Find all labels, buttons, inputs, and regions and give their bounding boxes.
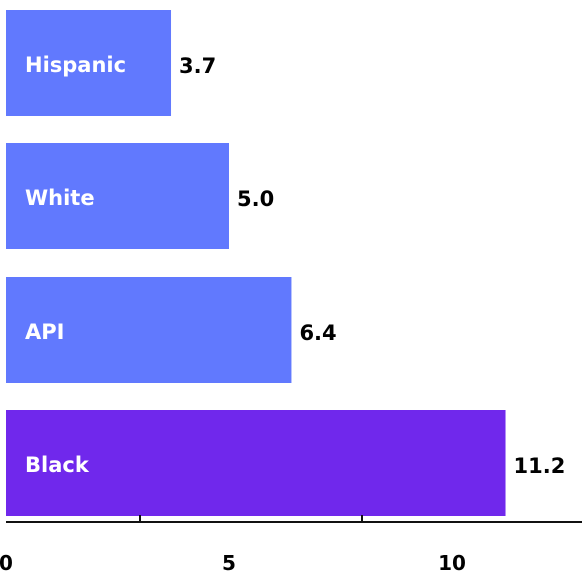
category-label-api: API	[25, 320, 64, 344]
category-label-black: Black	[25, 453, 90, 477]
value-label-black: 11.2	[514, 454, 566, 478]
category-label-hispanic: Hispanic	[25, 53, 126, 77]
bars-group: Hispanic 3.7 White 5.0 API 6.4 Black 11.2	[6, 10, 565, 516]
x-axis: 0 5 10	[0, 515, 582, 574]
x-tick-label-5: 5	[222, 551, 236, 574]
value-label-api: 6.4	[299, 321, 336, 345]
value-label-hispanic: 3.7	[179, 54, 216, 78]
x-tick-label-10: 10	[438, 551, 466, 574]
category-label-white: White	[25, 186, 95, 210]
x-tick-label-0: 0	[0, 551, 13, 574]
value-label-white: 5.0	[237, 187, 274, 211]
